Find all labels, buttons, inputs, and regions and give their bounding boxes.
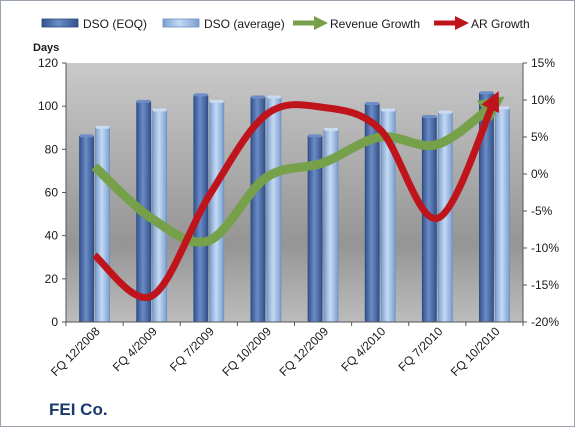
line-revenue-growth	[91, 96, 505, 247]
bar-dso-average-3	[266, 97, 282, 323]
bar-cap-dso-eoq-7	[479, 91, 494, 95]
bar-cap-dso-eoq-1	[136, 99, 151, 103]
line-ar-growth	[92, 91, 500, 301]
y-tick-label-3: 60	[45, 186, 59, 200]
legend-item-dso-average: DSO (average)	[162, 17, 285, 31]
bar-cap-dso-average-7	[495, 106, 510, 110]
y-tick-label-0: 0	[51, 315, 58, 329]
x-tick-label-4: FQ 12/2009	[276, 324, 331, 379]
bar-dso-average-0	[95, 127, 110, 323]
y-tick-label-1: 20	[45, 272, 59, 286]
y2-tick-label-7: 15%	[531, 56, 555, 70]
lines-group	[91, 91, 505, 301]
legend-swatch-dso-average	[162, 18, 200, 28]
y-tick-label-4: 80	[45, 142, 59, 156]
bar-cap-dso-eoq-3	[250, 95, 265, 99]
y2-tick-label-0: -20%	[531, 315, 559, 329]
company-name: FEI Co.	[49, 400, 108, 419]
legend-label-revenue-growth: Revenue Growth	[330, 17, 420, 31]
legend-label-dso-eoq: DSO (EOQ)	[83, 17, 147, 31]
x-tick-label-0: FQ 12/2008	[48, 324, 103, 379]
x-tick-label-3: FQ 10/2009	[219, 324, 274, 379]
y2-tick-label-1: -15%	[531, 278, 559, 292]
legend-item-revenue-growth: Revenue Growth	[293, 16, 420, 31]
legend-label-ar-growth: AR Growth	[471, 17, 530, 31]
x-tick-label-5: FQ 4/2010	[338, 324, 388, 374]
bar-dso-average-2	[209, 101, 225, 323]
bar-cap-dso-average-2	[209, 99, 224, 103]
legend-swatch-dso-eoq	[41, 18, 79, 28]
legend-item-dso-eoq: DSO (EOQ)	[41, 17, 147, 31]
bar-cap-dso-average-4	[324, 127, 339, 131]
x-tick-label-2: FQ 7/2009	[167, 324, 217, 374]
bar-cap-dso-average-1	[152, 108, 167, 112]
bar-cap-dso-average-0	[95, 125, 110, 129]
x-tick-label-7: FQ 10/2010	[448, 324, 503, 379]
x-tick-label-1: FQ 4/2009	[110, 324, 160, 374]
x-tick-label-6: FQ 7/2010	[395, 324, 445, 374]
y2-tick-label-4: 0%	[531, 167, 549, 181]
y2-tick-label-5: 5%	[531, 130, 549, 144]
bar-cap-dso-eoq-2	[193, 93, 208, 97]
y-tick-label-6: 120	[38, 56, 58, 70]
y-tick-label-2: 40	[45, 229, 59, 243]
bar-cap-dso-average-6	[438, 110, 453, 114]
bar-cap-dso-eoq-0	[79, 134, 94, 138]
y2-tick-label-3: -5%	[531, 204, 553, 218]
y2-tick-label-6: 10%	[531, 93, 555, 107]
bar-cap-dso-eoq-4	[308, 134, 323, 138]
y2-tick-label-2: -10%	[531, 241, 559, 255]
bar-cap-dso-average-3	[266, 95, 281, 99]
legend-item-ar-growth: AR Growth	[434, 16, 530, 31]
legend-label-dso-average: DSO (average)	[204, 17, 285, 31]
legend: DSO (EOQ) DSO (average) Revenue Growth A…	[41, 16, 530, 31]
bar-cap-dso-eoq-6	[422, 114, 437, 118]
bar-dso-average-7	[495, 107, 510, 323]
bar-dso-eoq-0	[79, 135, 94, 323]
bar-cap-dso-eoq-5	[365, 102, 380, 106]
y-tick-label-5: 100	[38, 99, 58, 113]
y-axis-title: Days	[33, 42, 59, 54]
bar-cap-dso-average-5	[381, 108, 396, 112]
